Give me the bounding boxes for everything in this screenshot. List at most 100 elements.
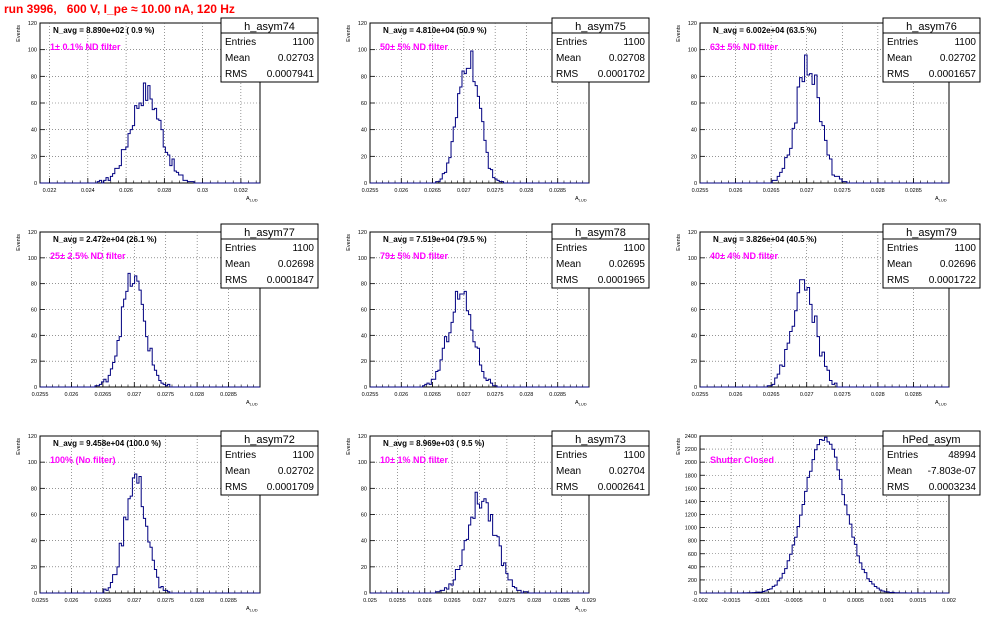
- navg-label: N_avg = 6.002e+04 (63.5 %): [713, 26, 817, 35]
- stats-value: 0.0001847: [267, 275, 315, 286]
- stats-label: RMS: [556, 482, 579, 493]
- stats-label: Mean: [556, 259, 581, 270]
- stats-value: 48994: [948, 450, 976, 461]
- histogram-name: h_asym79: [906, 227, 957, 239]
- y-tick-label: 80: [691, 282, 697, 288]
- y-tick-label: 40: [361, 128, 367, 134]
- y-tick-label: 60: [691, 308, 697, 314]
- stats-label: RMS: [225, 482, 248, 493]
- y-tick-label: 100: [358, 460, 367, 466]
- stats-value: 0.02695: [609, 259, 646, 270]
- y-axis-title: Events: [676, 25, 682, 42]
- x-tick-label: 0: [823, 598, 826, 604]
- x-tick-label: 0.029: [582, 598, 596, 604]
- y-tick-label: 100: [28, 256, 37, 262]
- x-tick-label: 0.0255: [32, 598, 49, 604]
- x-tick-label: 0.0285: [220, 392, 237, 398]
- filter-label: 10± 1% ND filter: [380, 455, 448, 465]
- x-tick-label: 0.0255: [362, 392, 379, 398]
- histogram-line: [370, 50, 589, 184]
- x-tick-label: -0.0015: [722, 598, 741, 604]
- x-tick-label: 0.028: [871, 188, 885, 194]
- stats-value: 0.02704: [609, 466, 646, 477]
- stats-value: 0.0001965: [598, 275, 646, 286]
- x-tick-label: 0.027: [457, 188, 471, 194]
- x-tick-label: 0.025: [363, 598, 377, 604]
- histogram-line: [40, 272, 260, 388]
- x-tick-label: 0.0285: [549, 188, 566, 194]
- x-tick-label: 0.0285: [220, 598, 237, 604]
- histogram-name: h_asym76: [906, 21, 957, 33]
- y-tick-label: 100: [358, 256, 367, 262]
- filter-label: 100% (No filter): [50, 455, 116, 465]
- y-tick-label: 80: [361, 282, 367, 288]
- y-tick-label: 120: [358, 21, 367, 27]
- x-tick-label: 0.0265: [94, 598, 111, 604]
- filter-label: 1± 0.1% ND filter: [50, 42, 121, 52]
- y-tick-label: 0: [364, 385, 367, 391]
- stats-label: Mean: [887, 259, 912, 270]
- y-tick-label: 0: [694, 591, 697, 597]
- y-tick-label: 2000: [685, 460, 697, 466]
- filter-label: 40± 4% ND filter: [710, 251, 778, 261]
- y-tick-label: 40: [691, 333, 697, 339]
- x-tick-label: 0.028: [157, 188, 171, 194]
- x-tick-label: 0.027: [127, 598, 141, 604]
- navg-label: N_avg = 2.472e+04 (26.1 %): [53, 235, 157, 244]
- x-tick-label: 0.0275: [157, 598, 174, 604]
- x-tick-label: 0.0265: [424, 392, 441, 398]
- histogram-line: [700, 54, 949, 184]
- x-tick-label: 0.028: [520, 188, 534, 194]
- stats-label: Mean: [887, 466, 912, 477]
- y-tick-label: 0: [694, 385, 697, 391]
- y-tick-label: 20: [361, 359, 367, 365]
- stats-value: 0.02696: [940, 259, 977, 270]
- x-tick-label: 0.028: [520, 392, 534, 398]
- stats-label: Entries: [556, 450, 587, 461]
- y-tick-label: 60: [361, 308, 367, 314]
- y-tick-label: 20: [361, 154, 367, 160]
- y-tick-label: 100: [688, 48, 697, 54]
- stats-label: RMS: [225, 275, 248, 286]
- y-tick-label: 40: [361, 539, 367, 545]
- y-tick-label: 80: [31, 486, 37, 492]
- filter-label: 79± 5% ND filter: [380, 251, 448, 261]
- x-tick-label: 0.0265: [424, 188, 441, 194]
- y-axis-title: Events: [346, 438, 352, 455]
- stats-value: 0.0001709: [267, 482, 315, 493]
- x-axis-title: ALUD: [246, 400, 258, 407]
- x-tick-label: 0.027: [457, 392, 471, 398]
- y-tick-label: 120: [28, 434, 37, 440]
- y-tick-label: 120: [358, 230, 367, 236]
- x-tick-label: 0.0275: [498, 598, 515, 604]
- stats-box: [551, 430, 650, 496]
- y-tick-label: 1400: [685, 499, 697, 505]
- stats-label: Mean: [887, 53, 912, 64]
- filter-label: 50± 5% ND filter: [380, 42, 448, 52]
- x-tick-label: 0.0265: [94, 392, 111, 398]
- y-tick-label: 100: [28, 460, 37, 466]
- stats-label: Entries: [225, 450, 256, 461]
- stats-value: 1100: [954, 37, 976, 48]
- y-tick-label: 60: [691, 101, 697, 107]
- x-tick-label: 0.027: [473, 598, 487, 604]
- stats-value: 0.02698: [278, 259, 315, 270]
- x-tick-label: 0.026: [394, 188, 408, 194]
- y-tick-label: 80: [361, 486, 367, 492]
- histogram-line: [700, 436, 949, 594]
- stats-value: 0.0001702: [598, 69, 646, 80]
- x-tick-label: 0.027: [127, 392, 141, 398]
- x-tick-label: 0.001: [880, 598, 894, 604]
- y-tick-label: 0: [34, 591, 37, 597]
- y-tick-label: 60: [361, 101, 367, 107]
- x-tick-label: 0.0285: [549, 392, 566, 398]
- stats-label: Entries: [225, 243, 256, 254]
- y-tick-label: 1000: [685, 526, 697, 532]
- x-tick-label: 0.026: [65, 598, 79, 604]
- stats-value: 0.02703: [278, 53, 315, 64]
- y-tick-label: 20: [691, 154, 697, 160]
- stats-value: 0.0002641: [598, 482, 646, 493]
- filter-label: 25± 2.5% ND filter: [50, 251, 126, 261]
- stats-box: [882, 17, 981, 83]
- y-tick-label: 120: [28, 21, 37, 27]
